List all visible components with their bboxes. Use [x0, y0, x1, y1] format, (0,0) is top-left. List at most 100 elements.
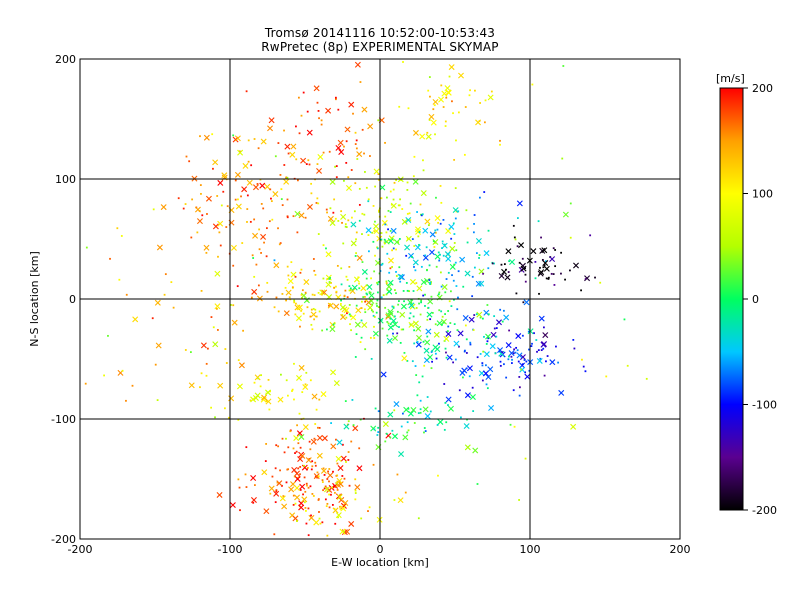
data-point-cross: [217, 220, 224, 227]
data-point-dot: [191, 198, 194, 201]
x-tick-label: -200: [68, 543, 93, 556]
x-tick-label: 200: [670, 543, 691, 556]
data-point-cross: [295, 315, 302, 322]
data-point-dot: [360, 307, 363, 309]
data-point-dot: [380, 197, 383, 200]
data-point-dot: [365, 277, 368, 280]
data-point-dot: [318, 511, 320, 513]
data-point-dot: [426, 268, 428, 271]
data-point-dot: [376, 281, 378, 284]
data-point-dot: [315, 315, 318, 318]
data-point-cross: [379, 184, 386, 191]
data-point-dot: [216, 329, 219, 331]
data-point-dot: [434, 133, 436, 136]
data-point-dot: [289, 430, 292, 433]
data-point-cross: [316, 452, 323, 459]
data-point-cross: [231, 319, 238, 326]
data-point-dot: [485, 383, 488, 386]
data-point-dot: [542, 347, 545, 350]
data-point-dot: [366, 293, 369, 296]
data-point-dot: [408, 290, 411, 293]
data-point-dot: [152, 208, 155, 211]
data-point-cross: [336, 439, 343, 446]
data-point-cross: [288, 486, 295, 493]
data-point-dot: [471, 275, 474, 278]
data-point-cross: [264, 183, 271, 190]
data-point-dot: [297, 467, 300, 470]
data-point-cross: [367, 304, 374, 311]
data-point-dot: [330, 282, 332, 284]
data-point-cross: [397, 497, 404, 504]
data-point-dot: [287, 446, 290, 449]
data-point-dot: [442, 218, 445, 221]
data-point-cross: [527, 328, 534, 335]
data-point-dot: [361, 128, 364, 131]
data-point-dot: [487, 313, 490, 316]
data-point-dot: [389, 317, 392, 320]
data-point-dot: [300, 114, 303, 117]
data-point-dot: [364, 348, 367, 351]
data-point-dot: [335, 285, 337, 288]
data-point-cross: [444, 85, 451, 92]
data-point-dot: [265, 400, 268, 402]
data-point-dot: [410, 299, 413, 301]
data-point-dot: [395, 292, 397, 295]
data-point-cross: [398, 451, 405, 458]
data-point-dot: [544, 260, 547, 263]
data-point-dot: [524, 267, 526, 270]
data-point-cross: [538, 269, 545, 276]
data-point-dot: [363, 152, 365, 155]
data-point-cross: [337, 481, 344, 488]
data-point-cross: [516, 200, 523, 207]
data-point-dot: [277, 310, 280, 313]
data-point-dot: [465, 338, 468, 341]
data-point-dot: [434, 323, 437, 326]
data-point-cross: [250, 497, 257, 504]
data-point-dot: [407, 407, 410, 410]
data-point-dot: [386, 289, 389, 292]
data-point-cross: [337, 139, 344, 146]
data-point-dot: [386, 334, 389, 337]
data-point-dot: [347, 420, 350, 423]
data-point-dot: [524, 457, 527, 460]
data-point-dot: [428, 264, 431, 267]
data-point-dot: [266, 290, 269, 293]
data-point-cross: [387, 411, 394, 418]
data-point-dot: [376, 283, 379, 286]
data-point-dot: [406, 360, 409, 362]
data-point-dot: [318, 398, 321, 401]
data-point-dot: [373, 270, 376, 273]
data-point-dot: [350, 440, 353, 443]
data-point-dot: [347, 451, 350, 453]
data-point-cross: [422, 406, 429, 413]
data-point-dot: [310, 323, 313, 326]
data-point-cross: [392, 335, 399, 342]
data-point-dot: [313, 318, 316, 321]
data-point-dot: [464, 324, 467, 327]
data-point-dot: [543, 326, 545, 329]
data-point-dot: [487, 229, 490, 232]
data-point-dot: [236, 285, 239, 288]
data-point-dot: [224, 348, 227, 350]
data-point-dot: [471, 295, 474, 298]
data-point-dot: [271, 475, 274, 478]
data-point-dot: [465, 367, 468, 370]
data-point-dot: [513, 348, 516, 351]
data-point-cross: [453, 340, 460, 347]
data-point-dot: [317, 110, 320, 112]
data-point-dot: [509, 423, 512, 426]
data-point-dot: [543, 374, 546, 377]
data-point-dot: [380, 296, 383, 299]
data-point-dot: [301, 391, 304, 394]
data-point-dot: [393, 315, 396, 318]
data-point-dot: [344, 225, 347, 228]
data-point-cross: [299, 452, 306, 459]
data-point-cross: [298, 433, 305, 440]
data-point-dot: [377, 426, 380, 429]
data-point-dot: [276, 481, 279, 484]
data-point-dot: [382, 294, 385, 297]
data-point-dot: [512, 224, 515, 227]
data-point-cross: [217, 179, 224, 186]
data-point-dot: [345, 461, 347, 463]
data-point-dot: [486, 304, 489, 306]
